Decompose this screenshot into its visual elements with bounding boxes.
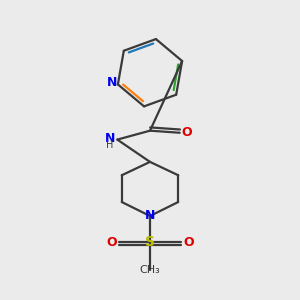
Text: CH₃: CH₃ bbox=[140, 266, 160, 275]
Text: H: H bbox=[106, 140, 114, 150]
Text: O: O bbox=[106, 236, 117, 249]
Text: N: N bbox=[105, 132, 116, 145]
Text: O: O bbox=[183, 236, 194, 249]
Text: N: N bbox=[145, 209, 155, 223]
Text: N: N bbox=[107, 76, 118, 89]
Text: O: O bbox=[181, 126, 192, 139]
Text: S: S bbox=[145, 235, 155, 249]
